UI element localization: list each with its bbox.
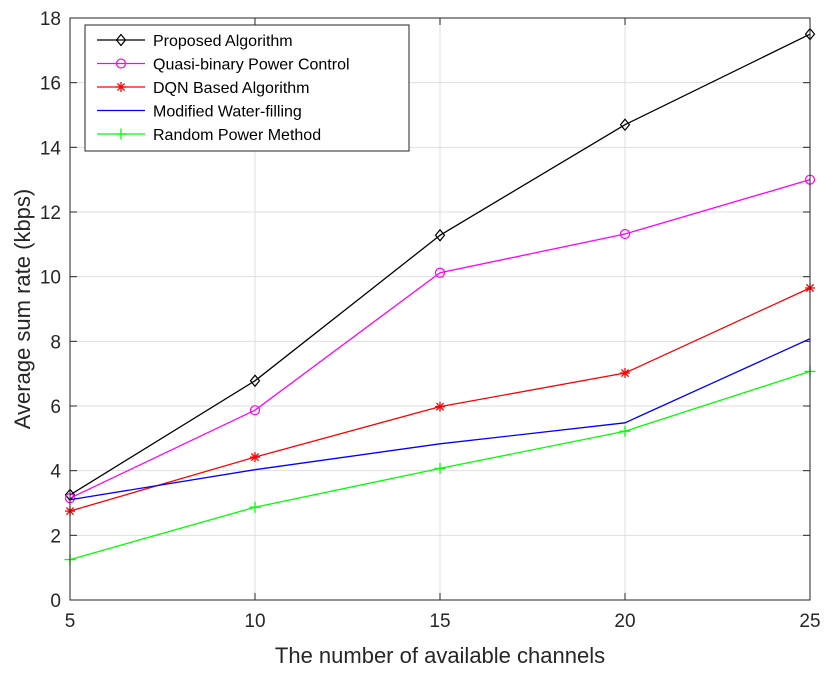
legend-label: Quasi-binary Power Control xyxy=(153,57,350,74)
data-point-diamond xyxy=(619,118,631,132)
legend-entry: Modified Water-filling xyxy=(97,104,302,121)
y-tick-label: 18 xyxy=(40,9,61,30)
asterisk-stroke xyxy=(250,453,260,462)
legend-label: DQN Based Algorithm xyxy=(153,80,310,97)
series-line xyxy=(69,179,811,499)
data-point-diamond xyxy=(434,228,446,242)
legend-label: Modified Water-filling xyxy=(153,104,302,121)
series-2 xyxy=(65,282,815,517)
series-layer xyxy=(64,27,816,566)
data-point-plus xyxy=(249,501,261,513)
legend-box xyxy=(84,24,410,152)
x-tick-label: 10 xyxy=(244,611,265,632)
legend: Proposed Algorithm Quasi-binary Power Con… xyxy=(84,24,410,152)
x-tick-label: 20 xyxy=(614,611,635,632)
ticks xyxy=(69,17,811,601)
data-point-plus xyxy=(619,425,631,437)
y-tick-label: 8 xyxy=(50,332,61,353)
y-axis-label: Average sum rate (kbps) xyxy=(10,189,35,429)
y-tick-label: 0 xyxy=(50,591,61,612)
y-tick-label: 10 xyxy=(40,268,61,289)
series-4 xyxy=(64,365,816,566)
x-tick-label: 5 xyxy=(65,611,76,632)
legend-label: Proposed Algorithm xyxy=(153,33,293,50)
y-tick-label: 6 xyxy=(50,397,61,418)
y-tick-label: 16 xyxy=(40,74,61,95)
series-3 xyxy=(69,338,811,501)
x-tick-label: 15 xyxy=(429,611,450,632)
y-tick-label: 2 xyxy=(50,526,61,547)
data-point-diamond xyxy=(249,374,261,388)
data-point-asterisk xyxy=(250,452,260,463)
data-point-circle xyxy=(434,267,446,278)
x-axis-label: The number of available channels xyxy=(275,643,605,668)
y-tick-label: 12 xyxy=(40,203,61,224)
legend-entry: Quasi-binary Power Control xyxy=(97,57,350,74)
data-point-asterisk xyxy=(116,82,126,92)
legend-entry: Random Power Method xyxy=(97,127,321,144)
series-line xyxy=(69,33,811,496)
data-point-circle xyxy=(115,58,127,69)
y-tick-label: 4 xyxy=(50,462,61,483)
data-point-diamond xyxy=(115,33,127,47)
asterisk-stroke xyxy=(116,82,126,92)
y-tick-label: 14 xyxy=(40,138,62,159)
legend-entry: DQN Based Algorithm xyxy=(97,80,310,97)
data-point-circle xyxy=(619,228,631,240)
x-tick-labels: 5 10 15 20 25 xyxy=(65,611,821,632)
legend-label: Random Power Method xyxy=(153,127,321,144)
legend-entry: Proposed Algorithm xyxy=(97,33,293,50)
asterisk-stroke xyxy=(435,402,445,411)
data-point-asterisk xyxy=(435,401,445,412)
data-point-asterisk xyxy=(620,368,630,379)
data-point-circle xyxy=(249,405,261,416)
x-tick-label: 25 xyxy=(799,611,820,632)
data-point-plus xyxy=(115,128,127,140)
asterisk-stroke xyxy=(620,368,630,378)
series-line xyxy=(69,338,811,501)
y-tick-labels: 0 2 4 6 8 10 12 14 16 18 xyxy=(40,9,62,612)
data-point-plus xyxy=(434,462,446,474)
